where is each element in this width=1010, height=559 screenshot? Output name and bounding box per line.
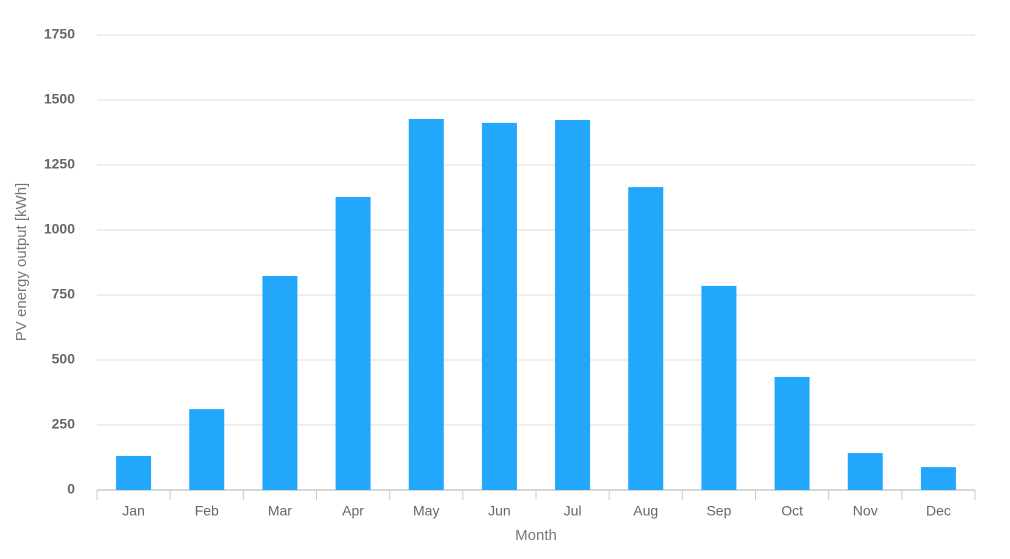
y-tick-label: 750 — [52, 286, 76, 302]
x-tick-label: Dec — [926, 503, 951, 519]
bar — [481, 122, 517, 490]
x-tick-label: Mar — [268, 503, 292, 519]
x-tick-label: Nov — [853, 503, 878, 519]
bar — [920, 467, 956, 490]
y-axis-title: PV energy output [kWh] — [13, 183, 30, 341]
bar — [335, 196, 371, 491]
x-tick-label: Sep — [706, 503, 731, 519]
bar — [189, 409, 225, 490]
bar — [408, 118, 444, 490]
bar — [774, 376, 810, 490]
y-tick-label: 1500 — [44, 91, 75, 107]
x-tick-label: Jan — [122, 503, 145, 519]
x-tick-label: May — [413, 503, 439, 519]
x-tick-label: Feb — [195, 503, 219, 519]
x-tick-label: Oct — [781, 503, 803, 519]
x-tick-label: Aug — [633, 503, 658, 519]
bar — [701, 285, 737, 490]
y-tick-label: 250 — [52, 416, 76, 432]
y-tick-label: 1000 — [44, 221, 75, 237]
x-tick-label: Jun — [488, 503, 511, 519]
y-tick-label: 500 — [52, 351, 76, 367]
bar — [262, 276, 298, 490]
x-axis-title: Month — [515, 527, 557, 544]
bar — [555, 120, 591, 491]
y-tick-label: 1750 — [44, 26, 75, 42]
x-tick-label: Jul — [564, 503, 582, 519]
y-tick-label: 1250 — [44, 156, 75, 172]
x-tick-label: Apr — [342, 503, 364, 519]
bar — [847, 453, 883, 490]
y-tick-label: 0 — [67, 481, 75, 497]
bar — [116, 455, 152, 490]
bar — [628, 187, 664, 490]
